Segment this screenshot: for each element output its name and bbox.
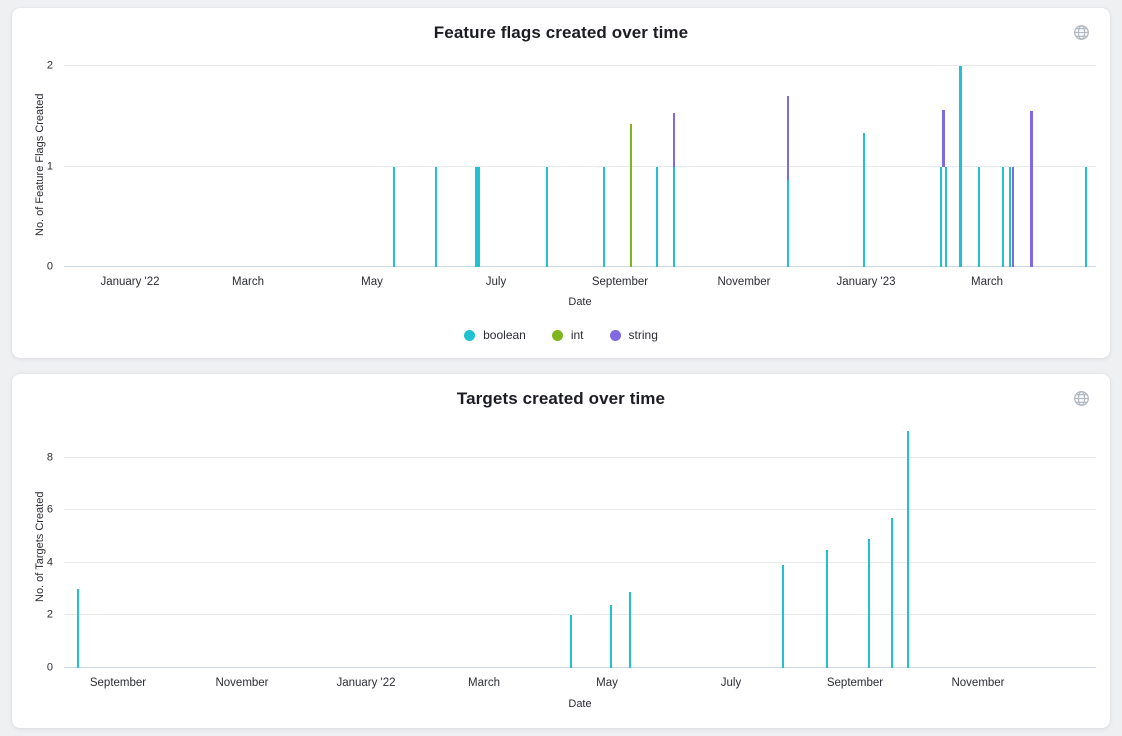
bar-boolean[interactable] <box>1009 166 1011 267</box>
y-tick-label: 8 <box>46 451 53 464</box>
x-axis-title: Date <box>568 296 592 308</box>
y-tick-label: 6 <box>46 503 53 516</box>
bar-boolean[interactable] <box>603 166 605 267</box>
chart-title: Targets created over time <box>456 389 666 408</box>
x-tick-label: March <box>232 276 264 288</box>
bar-boolean[interactable] <box>1084 166 1088 267</box>
plot-area: 0 1 2 January '22 March May July September Novem… <box>47 60 1096 288</box>
x-tick-label: September <box>826 677 884 689</box>
gridline <box>64 65 1096 66</box>
legend-item-boolean[interactable]: boolean <box>464 328 526 342</box>
bar-string[interactable] <box>1011 166 1015 267</box>
x-tick-label: September <box>591 276 649 288</box>
bar-boolean[interactable] <box>393 166 395 267</box>
bar-targets[interactable] <box>609 604 613 668</box>
y-tick-label: 1 <box>46 160 53 172</box>
feature-flags-chart-card: Feature flags created over time No. of F… <box>12 8 1110 358</box>
x-tick-label: March <box>468 677 500 689</box>
x-tick-label: May <box>361 276 383 288</box>
chart-title: Feature flags created over time <box>433 23 689 42</box>
y-axis-title: No. of Feature Flags Created <box>34 93 46 236</box>
x-tick-label: July <box>720 677 742 689</box>
bar-boolean[interactable] <box>978 166 980 267</box>
x-tick-label: November <box>215 677 269 689</box>
bar-targets[interactable] <box>628 591 632 668</box>
y-tick-label: 4 <box>46 556 53 569</box>
bar-boolean[interactable] <box>546 166 548 267</box>
globe-icon[interactable] <box>1071 22 1091 42</box>
bar-boolean[interactable] <box>474 166 480 267</box>
bar-boolean[interactable] <box>958 66 962 267</box>
globe-icon[interactable] <box>1071 388 1091 408</box>
bar-boolean[interactable] <box>786 179 790 267</box>
legend-item-string[interactable]: string <box>609 328 658 342</box>
bar-targets[interactable] <box>867 539 871 668</box>
bar-targets[interactable] <box>569 615 573 668</box>
legend-label: string <box>628 328 658 342</box>
bar-boolean[interactable] <box>656 166 658 267</box>
bar-boolean[interactable] <box>944 166 947 267</box>
y-axis-title: No. of Targets Created <box>34 491 46 602</box>
gridline <box>64 614 1096 616</box>
bar-targets[interactable] <box>76 589 80 668</box>
bar-targets[interactable] <box>890 518 894 668</box>
y-tick-label: 2 <box>46 59 53 72</box>
globe-icon-glyph <box>1073 24 1089 40</box>
chart-legend: boolean int string <box>12 328 1110 342</box>
gridline <box>64 509 1096 511</box>
bar-boolean[interactable] <box>862 133 866 267</box>
legend-dot <box>464 329 476 341</box>
y-tick-label: 0 <box>46 260 53 273</box>
x-tick-label: January '22 <box>100 276 160 288</box>
x-tick-label: July <box>485 276 507 288</box>
bar-string[interactable] <box>942 110 945 167</box>
globe-icon-glyph <box>1073 390 1089 406</box>
plot-area: 0 2 4 6 8 September November January '22 March Ma… <box>47 425 1096 689</box>
x-tick-label: September <box>89 677 147 689</box>
x-tick-label: January '22 <box>336 677 396 689</box>
bar-boolean[interactable] <box>435 166 437 267</box>
bar-int[interactable] <box>629 124 633 267</box>
x-tick-label: January '23 <box>836 276 896 288</box>
x-tick-label: November <box>951 677 1005 689</box>
x-axis-line <box>64 266 1096 267</box>
x-tick-label: March <box>971 276 1003 288</box>
targets-chart-card: Targets created over time No. of Targets… <box>12 374 1110 728</box>
bar-targets[interactable] <box>825 549 829 668</box>
y-tick-label: 2 <box>46 608 53 621</box>
bar-string[interactable] <box>1029 111 1033 267</box>
bar-boolean[interactable] <box>940 166 942 267</box>
x-tick-label: May <box>596 677 618 689</box>
bar-boolean[interactable] <box>1002 166 1004 267</box>
x-tick-label: November <box>717 276 771 288</box>
x-axis-title: Date <box>568 698 592 710</box>
gridline <box>64 165 1096 167</box>
gridline <box>64 456 1096 458</box>
bar-targets[interactable] <box>781 565 785 668</box>
legend-dot <box>551 329 563 341</box>
bar-targets[interactable] <box>906 431 910 668</box>
legend-item-int[interactable]: int <box>551 328 584 342</box>
gridline <box>64 561 1096 563</box>
legend-label: boolean <box>483 328 526 342</box>
x-axis-line <box>64 667 1096 668</box>
legend-label: int <box>570 328 584 342</box>
y-tick-label: 0 <box>46 661 53 674</box>
bar-boolean[interactable] <box>672 166 676 267</box>
legend-dot <box>609 329 621 341</box>
